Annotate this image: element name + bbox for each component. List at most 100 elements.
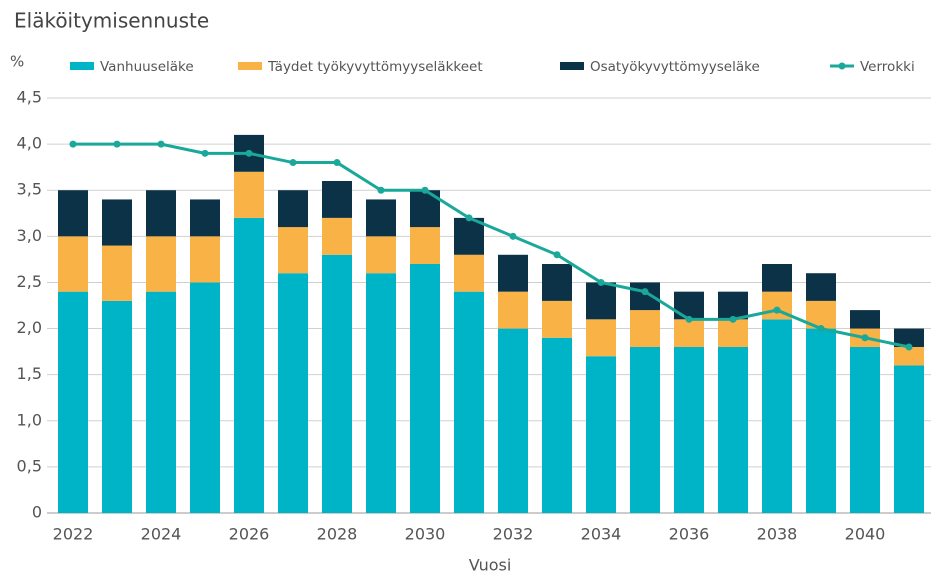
x-tick-label: 2034 xyxy=(581,525,622,544)
line-point xyxy=(509,232,517,240)
bar-segment xyxy=(146,236,176,292)
bar-segment xyxy=(322,254,352,513)
bar-segment xyxy=(806,273,836,301)
bar-segment xyxy=(542,337,572,513)
y-tick-label: 1,0 xyxy=(17,410,42,429)
bar-segment xyxy=(762,319,792,513)
bar-segment xyxy=(58,190,88,237)
legend-swatch xyxy=(560,62,584,70)
bar-segment xyxy=(542,300,572,338)
bar-segment xyxy=(630,282,660,311)
bar-segment xyxy=(146,291,176,513)
x-tick-label: 2030 xyxy=(405,525,446,544)
line-point xyxy=(113,140,121,148)
line-point xyxy=(333,159,341,167)
x-axis-label: Vuosi xyxy=(469,556,512,575)
bar-segment xyxy=(102,199,132,246)
line-point xyxy=(69,140,77,148)
line-point xyxy=(245,149,253,157)
bar-segment xyxy=(102,300,132,513)
bar-segment xyxy=(630,310,660,347)
line-point xyxy=(773,306,781,314)
x-tick-label: 2024 xyxy=(141,525,182,544)
y-tick-label: 0 xyxy=(32,503,42,522)
bar-segment xyxy=(894,347,924,366)
line-point xyxy=(685,315,693,323)
bar-segment xyxy=(366,273,396,513)
bar-segment xyxy=(674,319,704,347)
y-tick-label: 1,5 xyxy=(17,364,42,383)
bar-segment xyxy=(498,328,528,513)
bar-segment xyxy=(586,319,616,357)
bar-segment xyxy=(542,264,572,301)
x-tick-label: 2028 xyxy=(317,525,358,544)
legend-label: Vanhuuseläke xyxy=(100,59,194,75)
line-point xyxy=(641,288,649,296)
bar-segment xyxy=(190,199,220,237)
line xyxy=(73,142,910,349)
bar-segment xyxy=(58,236,88,292)
y-axis-label: % xyxy=(10,53,24,71)
legend-swatch xyxy=(838,62,846,70)
bar-segment xyxy=(718,319,748,347)
y-tick-label: 3,5 xyxy=(17,180,42,199)
bar-segment xyxy=(278,227,308,274)
line-point xyxy=(421,186,429,194)
y-tick-label: 0,5 xyxy=(17,456,42,475)
line-point xyxy=(597,278,605,286)
bar-segment xyxy=(410,264,440,513)
y-tick-label: 4,5 xyxy=(17,88,42,107)
bar-segment xyxy=(674,347,704,513)
bar-segment xyxy=(366,236,396,274)
bar-segment xyxy=(322,217,352,255)
line-point xyxy=(905,343,913,351)
bar-segment xyxy=(894,365,924,513)
bar-segment xyxy=(586,282,616,320)
bar-segment xyxy=(102,245,132,301)
bar-segment xyxy=(410,227,440,264)
line-point xyxy=(553,251,561,259)
x-tick-label: 2032 xyxy=(493,525,534,544)
bar-segment xyxy=(850,347,880,513)
bar-segment xyxy=(234,171,264,218)
bar-segment xyxy=(674,291,704,320)
y-tick-label: 4,0 xyxy=(17,134,42,153)
bar-segment xyxy=(806,328,836,513)
line-point xyxy=(157,140,165,148)
bar-segment xyxy=(498,254,528,292)
bar-segment xyxy=(718,291,748,320)
bar-segment xyxy=(850,310,880,329)
line-point xyxy=(465,214,473,222)
bar-segment xyxy=(894,328,924,347)
y-tick-label: 2,0 xyxy=(17,318,42,337)
bar-segment xyxy=(454,291,484,513)
bar-segment xyxy=(278,273,308,513)
bar-segment xyxy=(454,217,484,255)
legend-label: Verrokki xyxy=(860,59,915,75)
bar-segment xyxy=(322,181,352,218)
line-point xyxy=(289,159,297,167)
bar-segment xyxy=(762,264,792,292)
bar-segment xyxy=(630,347,660,513)
bar-segment xyxy=(58,291,88,513)
line-point xyxy=(861,334,869,342)
bar-segment xyxy=(366,199,396,237)
x-tick-label: 2026 xyxy=(229,525,270,544)
bar-segment xyxy=(146,190,176,237)
x-tick-label: 2022 xyxy=(53,525,94,544)
bar-segment xyxy=(454,254,484,292)
chart-title: Eläköitymisennuste xyxy=(14,9,209,33)
x-tick-label: 2038 xyxy=(757,525,798,544)
bar-segment xyxy=(234,217,264,513)
bar-segment xyxy=(586,356,616,513)
line-point xyxy=(817,325,825,333)
bar-segment xyxy=(190,236,220,283)
legend-label: Osatyökyvyttömyyseläke xyxy=(590,59,760,75)
line-point xyxy=(377,186,385,194)
bar-segment xyxy=(278,190,308,228)
x-tick-label: 2040 xyxy=(845,525,886,544)
legend-swatch xyxy=(238,62,262,70)
line-point xyxy=(201,149,209,157)
legend-label: Täydet työkyvyttömyyseläkkeet xyxy=(267,59,483,75)
